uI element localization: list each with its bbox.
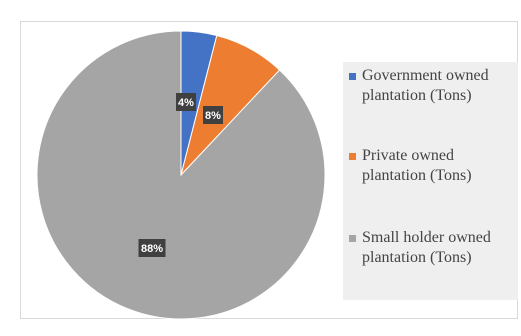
data-label-private: 8% (203, 106, 223, 124)
data-label-text-private: 8% (205, 110, 221, 122)
legend-item-small-holder: Small holder owned plantation (Tons) (343, 228, 512, 268)
legend-label-government: Government owned plantation (Tons) (362, 66, 512, 106)
pie-slice-small-holder (37, 31, 325, 319)
legend-item-private: Private owned plantation (Tons) (343, 146, 512, 186)
legend-swatch-government (349, 73, 356, 80)
data-label-small-holder: 88% (139, 239, 166, 257)
pie-slices (37, 31, 325, 319)
legend-swatch-small-holder (349, 235, 356, 242)
data-label-government: 4% (176, 93, 196, 111)
legend-item-government: Government owned plantation (Tons) (343, 66, 512, 106)
legend-label-private: Private owned plantation (Tons) (362, 146, 512, 186)
legend-swatch-private (349, 153, 356, 160)
data-label-text-small-holder: 88% (141, 243, 163, 255)
legend-label-small-holder: Small holder owned plantation (Tons) (362, 228, 512, 268)
legend: Government owned plantation (Tons) Priva… (343, 62, 518, 300)
data-label-text-government: 4% (178, 97, 194, 109)
